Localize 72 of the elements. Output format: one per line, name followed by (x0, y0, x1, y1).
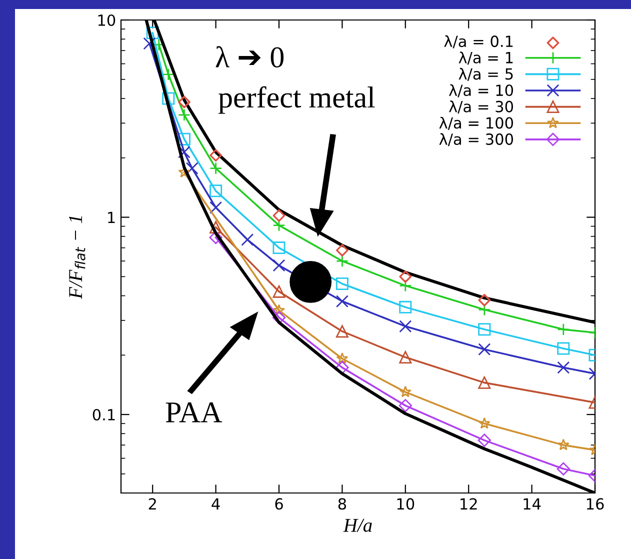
point (399, 386, 412, 398)
annotation: λ ➔ 0 (216, 46, 284, 68)
point (336, 244, 348, 257)
point (478, 294, 491, 306)
y-axis-title: F/F$_{flat}$ − 1 (69, 216, 86, 299)
point (178, 146, 190, 158)
point (478, 343, 491, 356)
x-tick-label: 2 (148, 498, 156, 510)
point (336, 352, 348, 364)
legend-label: λ/a = 5 (458, 68, 513, 81)
annotation: perfect metal (218, 86, 375, 114)
x-tick-label: 6 (275, 498, 283, 510)
point (557, 361, 570, 374)
point (336, 278, 348, 290)
legend-label: λ/a = 100 (439, 116, 514, 130)
point (478, 417, 490, 429)
point (162, 68, 175, 81)
point (178, 108, 190, 122)
point (556, 462, 570, 476)
point (178, 96, 190, 108)
point (143, 37, 156, 50)
point (478, 323, 491, 336)
annotation: PAA (166, 402, 222, 422)
point (399, 279, 412, 292)
point (210, 201, 222, 214)
y-tick-label: 10 (98, 14, 116, 26)
x-tick-label: 16 (586, 498, 604, 510)
point (272, 209, 286, 222)
point (336, 325, 348, 338)
point (336, 295, 348, 308)
point (209, 230, 222, 244)
point (399, 300, 412, 314)
x-tick-label: 10 (397, 498, 414, 510)
legend-label: λ/a = 30 (448, 100, 514, 114)
point (290, 260, 332, 303)
legend-label: λ/a = 0.1 (444, 35, 513, 48)
point (273, 304, 285, 316)
x-axis-title: H/a (343, 518, 372, 532)
point (398, 398, 412, 412)
point (272, 310, 286, 324)
point (210, 184, 222, 198)
point (272, 219, 286, 232)
point (557, 323, 570, 336)
point (146, 26, 159, 40)
point (478, 434, 491, 447)
point (186, 162, 198, 175)
point (178, 132, 190, 146)
point (399, 270, 412, 283)
point (399, 351, 412, 364)
point (210, 220, 222, 234)
point (272, 259, 286, 272)
x-tick-label: 4 (212, 498, 220, 510)
point (272, 285, 286, 298)
y-tick-label: 0.1 (92, 408, 115, 421)
legend-label: λ/a = 300 (439, 133, 514, 146)
point (210, 149, 222, 162)
x-tick-label: 14 (524, 498, 541, 510)
point (336, 254, 348, 268)
y-tick-label: 1 (108, 212, 115, 224)
legend-label: λ/a = 1 (458, 52, 513, 65)
x-tick-label: 12 (460, 498, 477, 510)
x-tick-label: 8 (338, 498, 346, 510)
point (210, 162, 222, 175)
point (478, 376, 491, 389)
point (557, 438, 570, 450)
point (478, 303, 491, 316)
legend-label: λ/a = 10 (448, 84, 514, 98)
point (241, 233, 254, 246)
point (399, 320, 412, 333)
point (162, 92, 175, 105)
point (557, 342, 570, 355)
point (272, 242, 286, 254)
